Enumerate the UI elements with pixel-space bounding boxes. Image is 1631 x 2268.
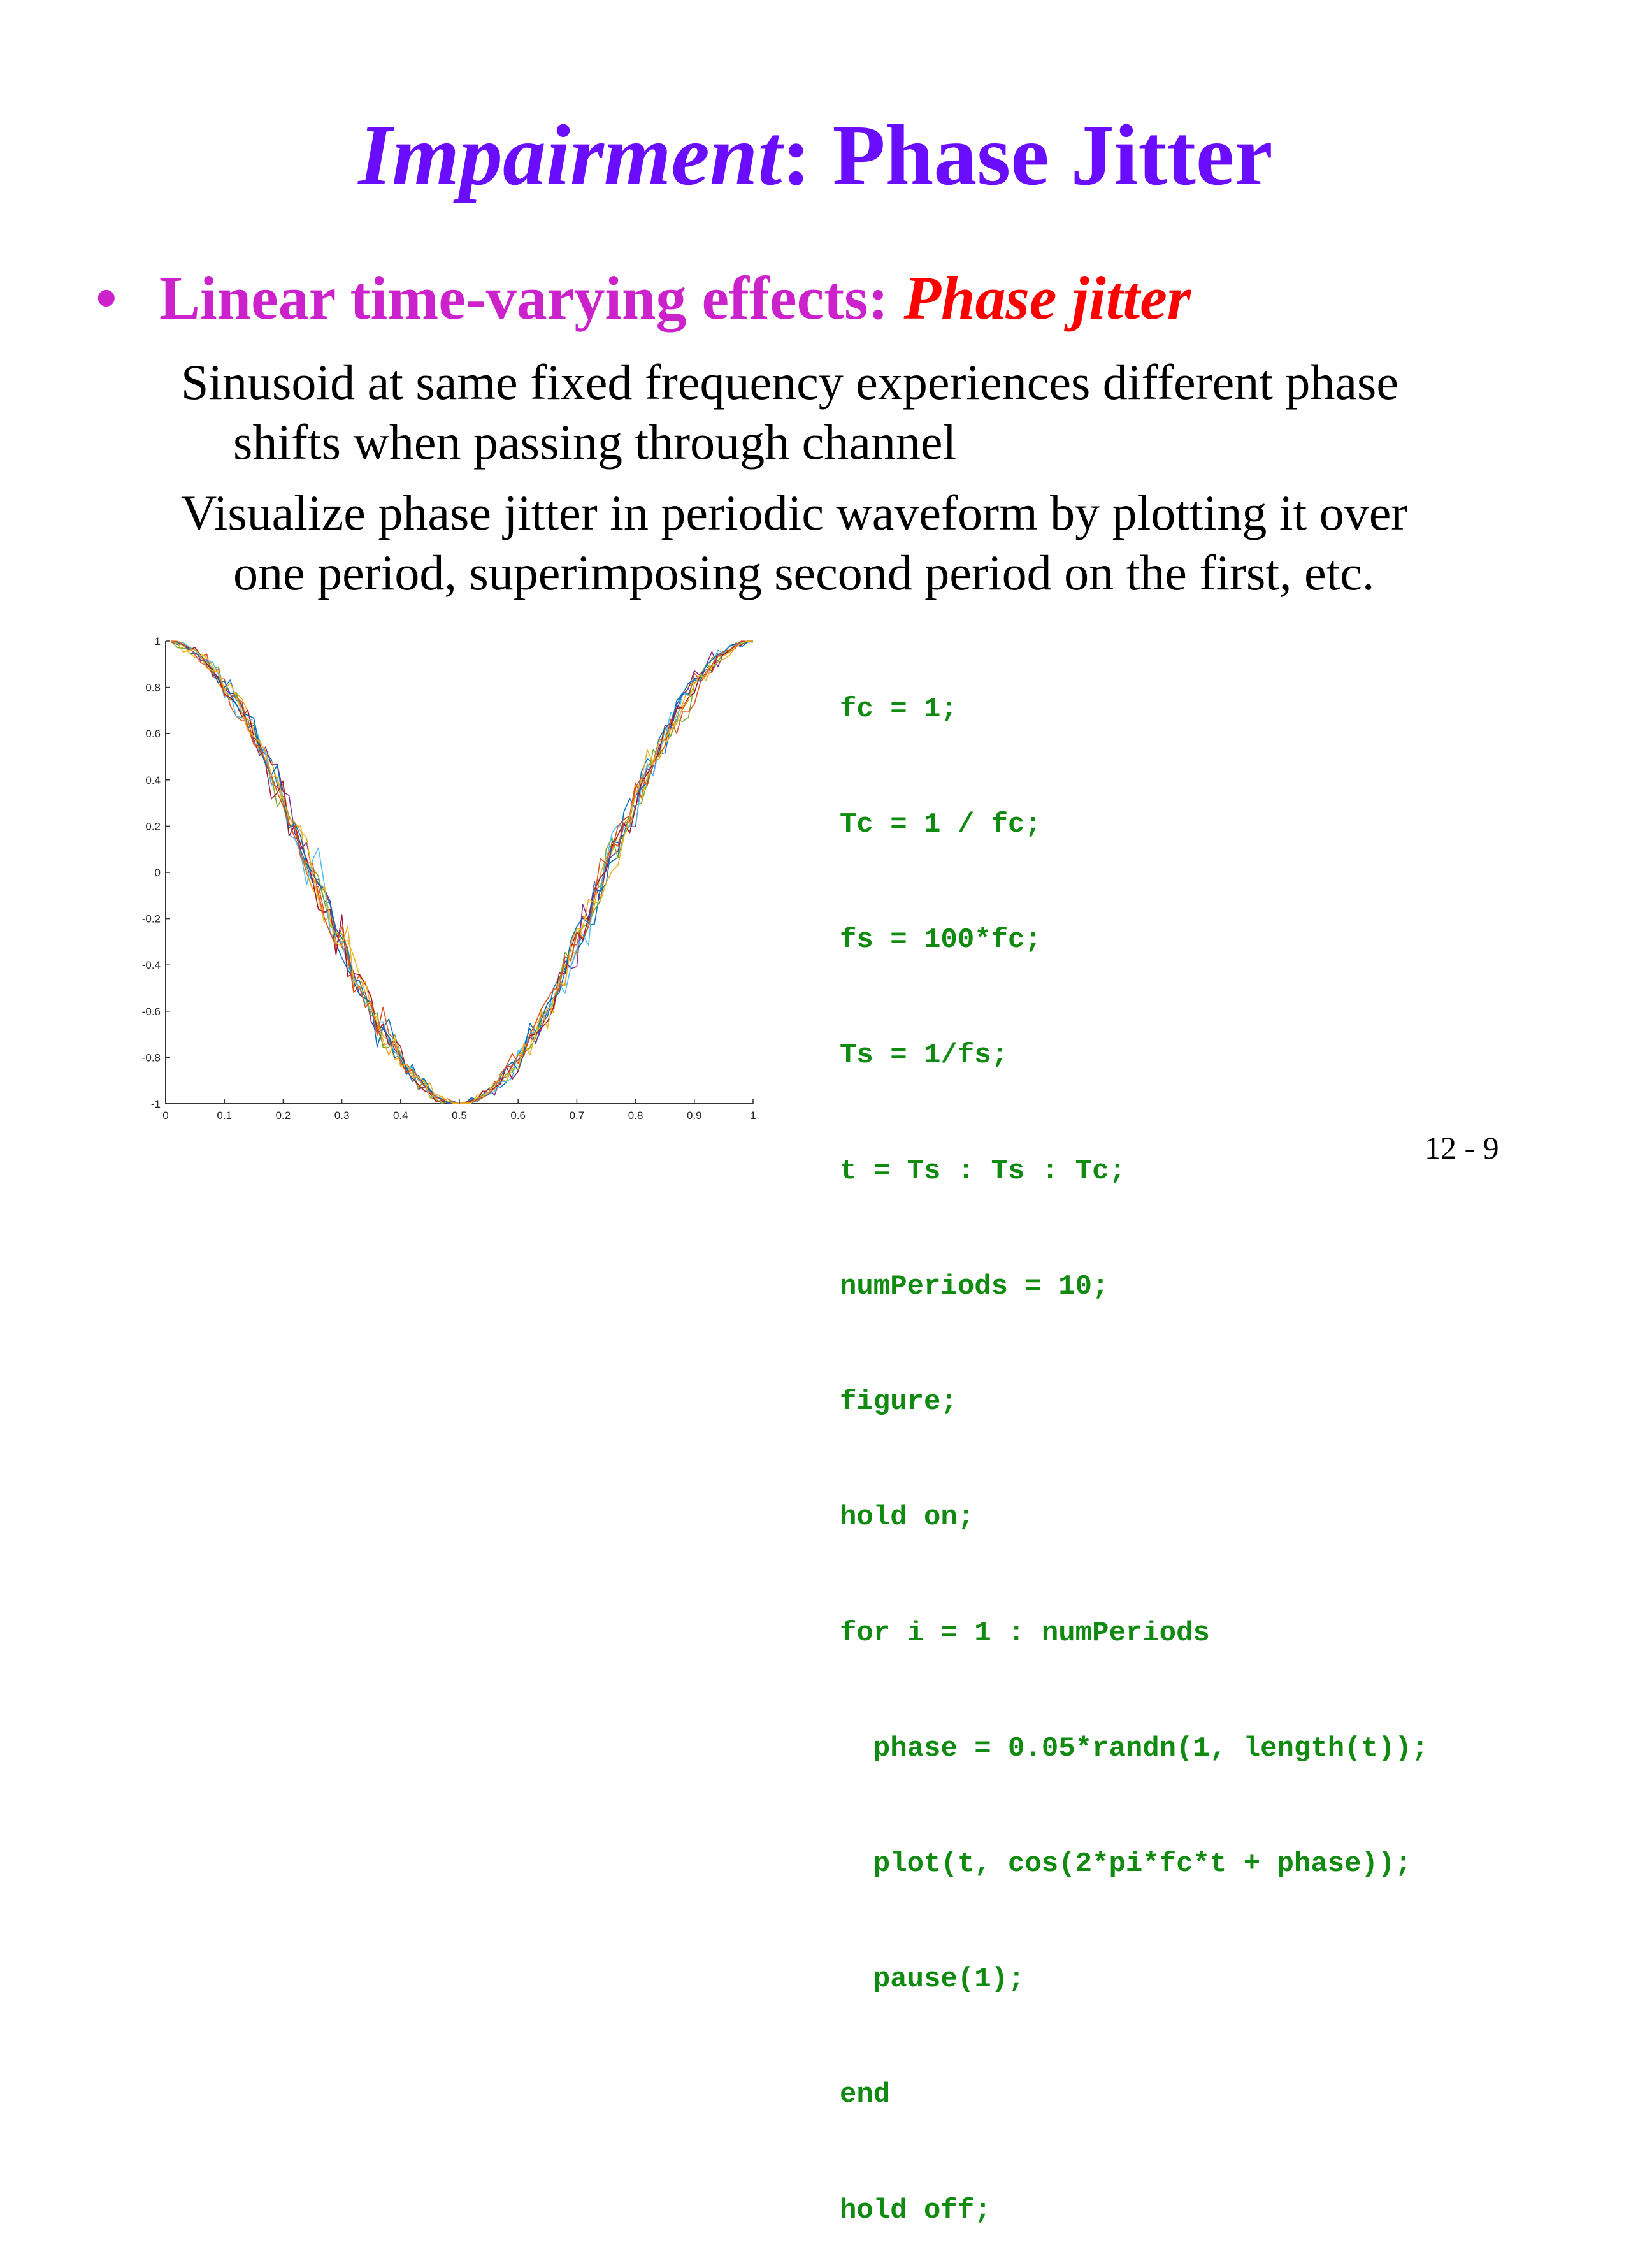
slide-title: Impairment: Phase Jitter (0, 108, 1631, 204)
code-line: phase = 0.05*randn(1, length(t)); (840, 1732, 1429, 1765)
x-tick-label: 0.3 (334, 1109, 350, 1122)
phase-jitter-plot: 0 0.1 0.2 0.3 0.4 0.5 0.6 0.7 0.8 0.9 1 1 0.8 0.6 0.4 0… (140, 631, 777, 1128)
y-tick-label: -0.2 (142, 913, 161, 925)
jitter-series-line (171, 640, 754, 1104)
code-line: fc = 1; (840, 693, 958, 725)
code-line: hold off; (840, 2194, 991, 2227)
jitter-series-line (171, 640, 754, 1104)
x-tick-label: 0.4 (393, 1109, 408, 1122)
code-line: numPeriods = 10; (840, 1270, 1109, 1303)
y-tick-label: 0.6 (145, 728, 161, 740)
y-tick-label: -0.6 (142, 1006, 161, 1018)
jitter-series-line (171, 640, 754, 1104)
bullet-emphasis: Phase jitter (903, 264, 1191, 332)
jitter-series-line (171, 640, 754, 1104)
code-line: figure; (840, 1386, 958, 1419)
page-number: 12 - 9 (1425, 1130, 1499, 1166)
code-line: for i = 1 : numPeriods (840, 1617, 1210, 1649)
jitter-series-line (171, 640, 754, 1104)
matlab-code-block: fc = 1; Tc = 1 / fc; fs = 100*fc; Ts = 1… (840, 613, 1428, 2268)
jitter-series-line (171, 640, 754, 1104)
paragraph-line: Visualize phase jitter in periodic wavef… (181, 485, 1408, 540)
y-tick-label: 0.4 (145, 774, 161, 786)
jitter-series-line (171, 640, 754, 1104)
plot-ticks: 0 0.1 0.2 0.3 0.4 0.5 0.6 0.7 0.8 0.9 1 1 0.8 0.6 0.4 0… (142, 635, 756, 1122)
x-tick-label: 0.2 (276, 1109, 291, 1122)
jitter-series-line (171, 640, 754, 1104)
y-tick-label: -0.4 (142, 959, 161, 971)
title-italic-part: Impairment (358, 108, 782, 203)
paragraph-visualize: Visualize phase jitter in periodic wavef… (181, 483, 1614, 603)
x-tick-label: 0.9 (687, 1109, 702, 1122)
x-tick-label: 0 (162, 1109, 168, 1122)
paragraph-line: one period, superimposing second period … (233, 545, 1375, 600)
jitter-series-line (171, 640, 753, 1104)
code-line: hold on; (840, 1501, 975, 1534)
code-line: Ts = 1/fs; (840, 1039, 1009, 1072)
x-tick-label: 0.7 (570, 1109, 585, 1122)
code-line: plot(t, cos(2*pi*fc*t + phase)); (840, 1848, 1412, 1880)
x-tick-label: 1 (750, 1109, 756, 1122)
x-tick-label: 0.5 (452, 1109, 467, 1122)
x-tick-label: 0.6 (510, 1109, 526, 1122)
y-tick-label: 1 (155, 635, 161, 647)
y-tick-label: 0 (155, 867, 161, 879)
y-tick-label: -0.8 (142, 1051, 161, 1064)
jitter-series-line (171, 640, 754, 1104)
y-tick-label: 0.2 (145, 820, 161, 832)
plot-canvas: 0 0.1 0.2 0.3 0.4 0.5 0.6 0.7 0.8 0.9 1 1 0.8 0.6 0.4 0… (142, 635, 756, 1122)
paragraph-line: shifts when passing through channel (233, 414, 957, 470)
code-line: fs = 100*fc; (840, 924, 1042, 957)
paragraph-sinusoid: Sinusoid at same fixed frequency experie… (181, 352, 1614, 472)
bullet-text: Linear time-varying effects: (159, 264, 904, 332)
code-line: end (840, 2079, 891, 2111)
plot-series-group (171, 640, 754, 1104)
paragraph-line: Sinusoid at same fixed frequency experie… (181, 354, 1398, 410)
code-line: t = Ts : Ts : Tc; (840, 1155, 1126, 1187)
x-tick-label: 0.8 (628, 1109, 643, 1122)
code-line: Tc = 1 / fc; (840, 809, 1042, 841)
plot-axes (165, 641, 753, 1104)
title-rest: : Phase Jitter (782, 108, 1273, 203)
bullet-heading: • Linear time-varying effects: Phase jitt… (96, 264, 1191, 332)
x-tick-label: 0.1 (217, 1109, 232, 1122)
y-tick-label: -1 (151, 1098, 161, 1110)
y-tick-label: 0.8 (145, 682, 161, 694)
bullet-icon: • (96, 264, 117, 332)
code-line: pause(1); (840, 1963, 1025, 1996)
